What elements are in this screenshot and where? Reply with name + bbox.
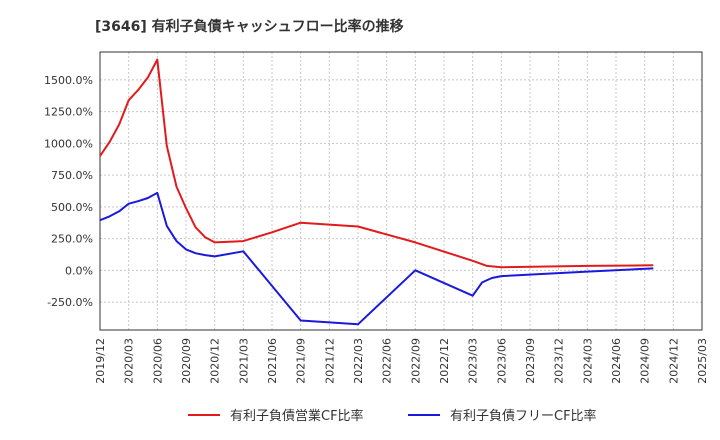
y-tick-label: -250.0% bbox=[47, 296, 93, 309]
x-tick-label: 2022/03 bbox=[352, 338, 365, 384]
y-tick-label: 0.0% bbox=[65, 264, 93, 277]
x-tick-label: 2020/03 bbox=[123, 338, 136, 384]
x-tick-label: 2023/03 bbox=[467, 338, 480, 384]
y-tick-label: 1500.0% bbox=[44, 74, 93, 87]
y-tick-label: 1000.0% bbox=[44, 137, 93, 150]
x-tick-label: 2021/06 bbox=[266, 338, 279, 384]
x-tick-label: 2023/09 bbox=[524, 338, 537, 384]
y-tick-label: 750.0% bbox=[51, 169, 93, 182]
grid-lines bbox=[100, 52, 702, 330]
chart-title: [3646] 有利子負債キャッシュフロー比率の推移 bbox=[95, 18, 404, 35]
x-tick-label: 2024/12 bbox=[667, 338, 680, 384]
x-tick-label: 2020/09 bbox=[180, 338, 193, 384]
x-tick-label: 2025/03 bbox=[696, 338, 709, 384]
x-tick-label: 2023/06 bbox=[495, 338, 508, 384]
x-tick-label: 2021/09 bbox=[295, 338, 308, 384]
x-tick-label: 2019/12 bbox=[94, 338, 107, 384]
y-axis: -250.0% 0.0% 250.0% 500.0% 750.0% 1000.0% 1250… bbox=[44, 74, 93, 309]
x-tick-label: 2024/06 bbox=[610, 338, 623, 384]
x-tick-label: 2020/06 bbox=[151, 338, 164, 384]
x-tick-label: 2021/03 bbox=[237, 338, 250, 384]
x-tick-label: 2024/03 bbox=[581, 338, 594, 384]
legend: 有利子負債営業CF比率 有利子負債フリーCF比率 bbox=[188, 408, 597, 424]
x-tick-label: 2023/12 bbox=[553, 338, 566, 384]
x-tick-label: 2020/12 bbox=[209, 338, 222, 384]
y-tick-label: 1250.0% bbox=[44, 106, 93, 119]
x-tick-label: 2022/06 bbox=[381, 338, 394, 384]
x-tick-label: 2024/09 bbox=[639, 338, 652, 384]
y-tick-label: 250.0% bbox=[51, 233, 93, 246]
x-tick-label: 2022/12 bbox=[438, 338, 451, 384]
x-tick-label: 2022/09 bbox=[409, 338, 422, 384]
plot-frame bbox=[99, 51, 703, 331]
legend-label-1: 有利子負債営業CF比率 bbox=[230, 408, 364, 424]
x-tick-label: 2021/12 bbox=[323, 338, 336, 384]
legend-label-2: 有利子負債フリーCF比率 bbox=[450, 408, 597, 424]
series-group bbox=[99, 58, 654, 326]
x-axis: 2019/12 2020/03 2020/06 2020/09 2020/12 2021/… bbox=[94, 338, 709, 384]
series-line-2 bbox=[99, 191, 654, 326]
series-line-1 bbox=[99, 58, 654, 269]
y-tick-label: 500.0% bbox=[51, 201, 93, 214]
